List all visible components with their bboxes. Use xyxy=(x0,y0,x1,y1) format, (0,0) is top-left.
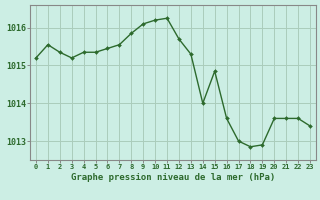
X-axis label: Graphe pression niveau de la mer (hPa): Graphe pression niveau de la mer (hPa) xyxy=(71,173,275,182)
